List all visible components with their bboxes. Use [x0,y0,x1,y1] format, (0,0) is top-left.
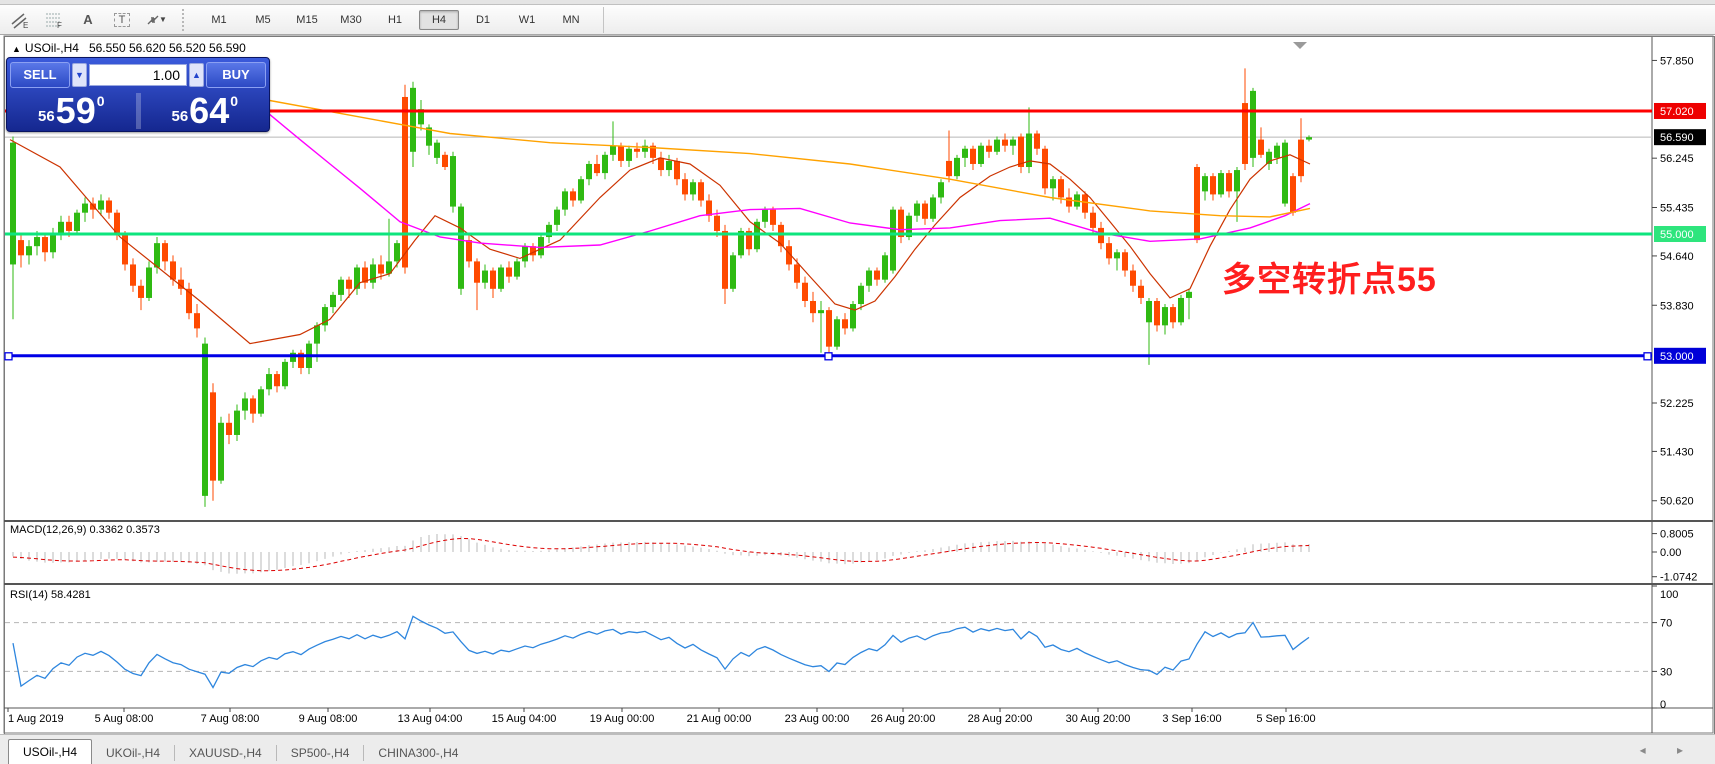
buy-price-prefix: 56 [171,108,189,125]
timeframe-button-h4[interactable]: H4 [419,9,459,30]
timeframe-buttons: M1 M5 M15 M30 H1 H4 D1 W1 MN [197,9,593,30]
toolbar-separator [182,8,189,31]
text-icon[interactable]: A [83,12,93,27]
chart-window [4,36,1715,736]
clipped-upper-toolbar [0,0,1715,5]
sell-price-sup: 0 [96,93,105,109]
charts-toolbar: E F A T ▼ M1 M5 M15 M30 H1 H4 D1 W1 MN [0,5,1715,35]
tab-separator [174,745,176,761]
toolbar-separator [603,6,604,33]
chart-symbol-title: ▲ USOil-,H4 56.550 56.620 56.520 56.590 [12,41,246,55]
sell-price-big: 59 [55,90,96,131]
equidistant-channel-icon[interactable]: E [6,7,34,33]
buy-button[interactable]: BUY [206,62,266,88]
rsi-indicator-label: RSI(14) 58.4281 [10,589,91,601]
dropdown-caret-icon: ▼ [159,15,167,24]
chart-text-annotation[interactable]: 多空转折点55 [1222,261,1437,299]
symbol-tab-xauusdh4[interactable]: XAUUSD-,H4 [189,746,262,760]
sell-button[interactable]: SELL [10,62,70,88]
timeframe-button-m15[interactable]: M15 [296,13,318,26]
tab-separator [363,745,365,761]
timeframe-button-w1[interactable]: W1 [518,13,536,26]
symbol-period-label: USOil-,H4 [24,41,79,55]
symbol-tab-usoilh4[interactable]: USOil-,H4 [8,739,93,764]
timeframe-button-d1[interactable]: D1 [475,13,491,26]
buy-price-big: 64 [189,90,230,131]
volume-decrement-button[interactable]: ▼ [72,63,87,87]
ohlc-readout: 56.550 56.620 56.520 56.590 [88,41,246,55]
sell-price-display[interactable]: 56 59 0 [7,91,136,131]
buy-price-display[interactable]: 56 64 0 [141,91,270,131]
svg-text:F: F [57,21,62,29]
symbol-collapse-arrow-icon[interactable]: ▲ [12,44,21,54]
symbol-tab-ukoilh4[interactable]: UKOil-,H4 [106,746,161,760]
price-divider [135,93,141,129]
tab-separator [275,745,277,761]
volume-increment-button[interactable]: ▲ [189,63,204,87]
timeframe-button-m1[interactable]: M1 [211,13,227,26]
timeframe-button-m5[interactable]: M5 [255,13,271,26]
sell-price-prefix: 56 [37,108,55,125]
arrows-dropdown-icon[interactable]: ▼ [142,7,170,33]
svg-text:E: E [23,21,28,29]
timeframe-button-m30[interactable]: M30 [340,13,362,26]
macd-indicator-label: MACD(12,26,9) 0.3362 0.3573 [10,524,160,536]
timeframe-button-mn[interactable]: MN [562,13,580,26]
chart-tabs-bar: USOil-,H4 UKOil-,H4 XAUUSD-,H4 SP500-,H4 CHI… [0,734,1715,764]
one-click-trade-panel: SELL ▼ ▲ BUY 56 59 0 56 64 0 [6,57,270,132]
volume-input[interactable] [89,64,187,86]
buy-price-sup: 0 [230,93,239,109]
symbol-tab-sp500h4[interactable]: SP500-,H4 [290,746,350,760]
timeframe-button-h1[interactable]: H1 [387,13,403,26]
text-label-icon[interactable]: T [108,7,136,33]
fibonacci-retracement-icon[interactable]: F [40,7,68,33]
tab-scroll-arrows[interactable]: ◂ ▸ [1639,743,1697,757]
symbol-tab-china300h4[interactable]: CHINA300-,H4 [378,746,459,760]
